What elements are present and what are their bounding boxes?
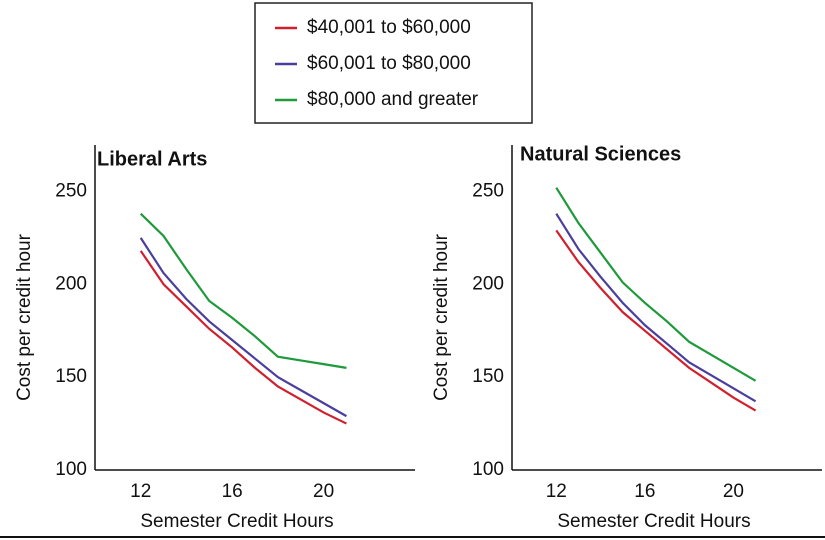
chart-title: Natural Sciences [520,143,681,165]
series-line [555,187,757,382]
series-line [555,213,757,403]
legend-box [254,2,533,124]
legend-label: $40,001 to $60,000 [307,17,471,38]
y-tick-label: 250 [55,180,87,201]
series-line [139,212,347,369]
x-axis-label: Semester Credit Hours [557,511,750,532]
legend-label: $80,000 and greater [307,89,479,110]
x-tick-label: 16 [634,481,655,502]
x-tick-label: 20 [723,481,744,502]
y-axis-label: Cost per credit hour [14,233,35,401]
x-tick-label: 12 [130,481,151,502]
y-tick-label: 150 [472,366,504,387]
y-axis-label: Cost per credit hour [431,233,452,401]
x-tick-label: 16 [222,481,243,502]
y-tick-label: 200 [55,273,87,294]
y-tick-label: 100 [472,459,504,480]
series-line [139,250,347,425]
x-tick-label: 12 [546,481,567,502]
x-axis-label: Semester Credit Hours [140,511,333,532]
y-tick-label: 200 [472,273,504,294]
chart-title: Liberal Arts [97,148,207,170]
legend-label: $60,001 to $80,000 [307,53,471,74]
y-tick-label: 150 [55,366,87,387]
x-tick-label: 20 [313,481,334,502]
series-line [555,229,757,412]
series-line [139,237,347,418]
y-tick-label: 250 [472,180,504,201]
y-tick-label: 100 [55,459,87,480]
